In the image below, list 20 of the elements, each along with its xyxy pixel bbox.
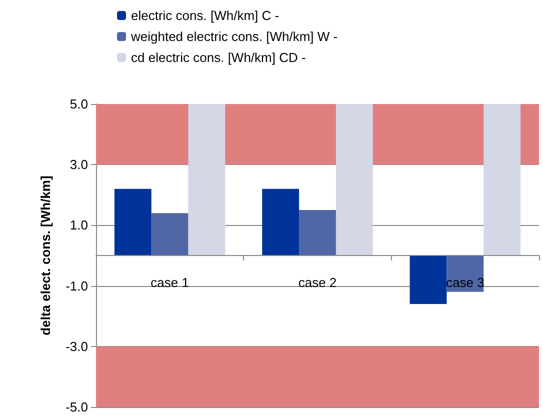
y-tick-label: 1.0 <box>70 218 88 233</box>
y-tick-label: 5.0 <box>70 96 88 112</box>
y-axis-title: delta elect. cons. [Wh/km] <box>38 176 53 336</box>
legend-label: weighted electric cons. [Wh/km] W - <box>130 29 338 44</box>
bar <box>299 210 336 256</box>
bar <box>188 104 226 256</box>
legend-label: cd electric cons. [Wh/km] CD - <box>131 50 306 65</box>
bar <box>151 213 188 256</box>
legend-label: electric cons. [Wh/km] C - <box>131 8 280 23</box>
y-tick-label: -3.0 <box>66 338 88 354</box>
bar <box>262 188 300 256</box>
bar <box>336 104 373 256</box>
bar <box>484 104 521 256</box>
x-tick-label: case 1 <box>150 275 189 290</box>
y-tick-label: -1.0 <box>66 278 88 294</box>
bar <box>114 188 152 256</box>
y-tick-label: 3.0 <box>70 157 88 172</box>
bar <box>410 256 447 304</box>
y-tick-label: -5.0 <box>66 400 88 414</box>
x-tick-label: case 2 <box>298 275 337 290</box>
